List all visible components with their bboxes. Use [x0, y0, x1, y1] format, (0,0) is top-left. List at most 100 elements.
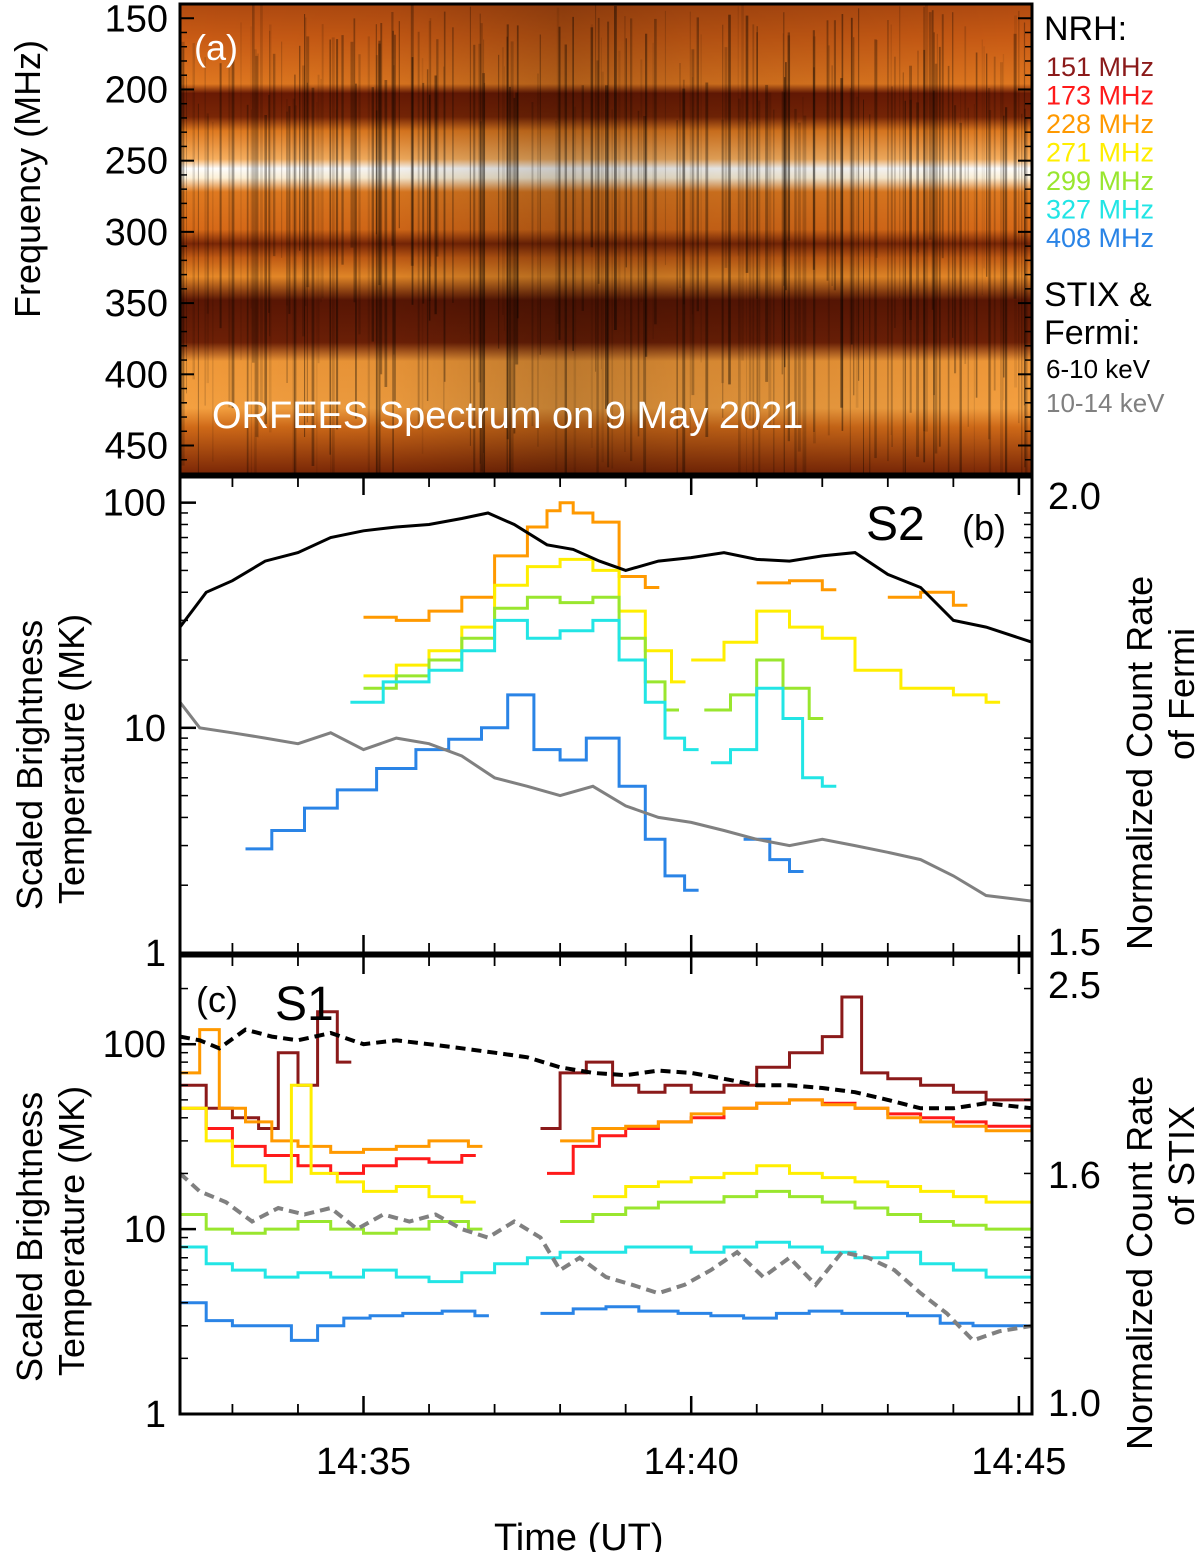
- legend-item-271-mhz: 271 MHz: [1046, 138, 1154, 168]
- panel-c-source-label: S1: [275, 978, 334, 1031]
- spectrogram-stripe: [375, 110, 378, 474]
- spectrogram-stripe: [601, 71, 604, 463]
- spectrogram-stripe: [752, 24, 755, 474]
- spectrogram-stripe: [746, 120, 747, 474]
- panel-b-series-408-mhz-segment: [743, 837, 804, 873]
- spectrogram-stripe: [826, 20, 829, 281]
- panel-a-frame: [178, 2, 1034, 476]
- panel-a-ytick-label: 250: [105, 141, 168, 183]
- spectrogram-stripe: [316, 102, 318, 474]
- spectrogram-stripe: [443, 11, 446, 382]
- panel-c-ytick-label: 1: [145, 1394, 166, 1436]
- spectrogram-stripe: [384, 80, 388, 387]
- spectrogram-stripe: [890, 24, 892, 435]
- spectrogram-stripe: [803, 115, 807, 474]
- spectrogram-stripe: [341, 35, 344, 265]
- panel-b-ylabel-2: Temperature (MK): [51, 614, 92, 904]
- spectrogram-stripe: [988, 110, 992, 474]
- panel-b-y2label-1: Normalized Count Rate: [1119, 576, 1160, 950]
- spectrogram-stripe: [411, 57, 414, 305]
- spectrogram-stripe: [831, 65, 833, 287]
- spectrogram-stripe: [231, 58, 235, 409]
- spectrogram-stripe: [320, 78, 322, 303]
- spectrogram-stripe: [756, 26, 758, 430]
- spectrogram-stripe: [812, 30, 815, 270]
- spectrogram-stripe: [250, 109, 252, 474]
- spectrogram-stripe: [581, 85, 584, 311]
- spectrogram-stripe: [904, 100, 906, 474]
- panel-c-y2tick-label: 2.5: [1048, 965, 1101, 1007]
- spectrogram-stripe: [813, 67, 815, 433]
- spectrogram-stripe: [643, 116, 647, 474]
- spectrogram-stripe: [827, 45, 830, 436]
- spectrogram-stripe: [1024, 108, 1026, 468]
- spectrogram-stripe: [304, 14, 306, 437]
- spectrogram-stripe: [833, 20, 836, 291]
- spectrogram-stripe: [358, 54, 361, 335]
- spectrogram-stripe: [429, 18, 432, 267]
- spectrogram-stripe: [355, 83, 357, 419]
- panel-b-series-6-10-kev-fermi-: [180, 511, 1032, 644]
- panel-c-series-10-14-kev-stix-: [180, 1171, 1032, 1343]
- panel-b-ytick-label: 1: [145, 933, 166, 975]
- spectrogram-stripe: [933, 32, 935, 396]
- spectrogram-stripe: [228, 63, 231, 408]
- spectrogram-stripe: [936, 33, 938, 300]
- spectrogram-stripe: [679, 63, 681, 289]
- spectrogram-stripe: [292, 98, 295, 474]
- spectrogram-stripe: [452, 27, 454, 303]
- spectrogram-stripe: [758, 100, 761, 474]
- spectrogram-stripe: [728, 14, 731, 385]
- spectrogram-stripe: [676, 120, 678, 474]
- panel-b-series-10-14-kev-fermi-: [180, 701, 1032, 903]
- spectrogram-stripe: [482, 73, 485, 474]
- panel-c-label: (c): [196, 979, 238, 1020]
- spectrogram-stripe: [933, 90, 935, 474]
- panel-b: 1 10 100 1.5 2.0 S2 (b) Scaled Brightness Te…: [9, 475, 1200, 975]
- spectrogram-stripe: [272, 53, 276, 257]
- panel-c-series-173-mhz: [180, 1106, 476, 1175]
- spectrogram-stripe: [182, 48, 184, 405]
- spectrogram-stripe: [600, 37, 602, 370]
- panel-b-series-327-mhz: [350, 618, 699, 752]
- spectrogram-stripe: [506, 36, 508, 474]
- spectrogram-stripe: [294, 74, 296, 474]
- panel-c-y2tick-label: 1.6: [1048, 1155, 1101, 1197]
- panel-b-series-228-mhz-segment: [756, 579, 837, 592]
- panel-c-series-228-mhz: [180, 1028, 483, 1154]
- panel-c-ytick-label: 100: [103, 1024, 166, 1066]
- panel-a-label: (a): [194, 27, 238, 68]
- spectrogram-stripe: [1013, 33, 1017, 299]
- spectrogram-stripe: [269, 30, 271, 337]
- spectrogram-stripe: [1024, 118, 1028, 474]
- spectrogram-stripe: [802, 96, 804, 474]
- spectrogram-stripe: [1023, 22, 1026, 406]
- spectrogram-stripe: [916, 102, 919, 457]
- panel-b-series: [180, 501, 1032, 903]
- spectrogram-stripe: [479, 121, 482, 474]
- spectrogram-stripe: [252, 5, 255, 363]
- spectrogram-stripe: [869, 114, 871, 474]
- panel-b-series-408-mhz: [245, 693, 699, 892]
- panel-b-y2tick-label: 1.5: [1048, 922, 1101, 964]
- spectrogram-texture: [181, 4, 1032, 474]
- spectrogram-stripe: [624, 16, 626, 452]
- panel-c-series-299-mhz-segment: [560, 1189, 1032, 1235]
- x-axis-label: Time (UT): [494, 1517, 664, 1552]
- spectrogram-stripe: [478, 43, 482, 383]
- spectrogram-stripe: [410, 4, 414, 266]
- legend-item-327-mhz: 327 MHz: [1046, 195, 1154, 225]
- spectrogram-stripe: [853, 37, 855, 396]
- spectrogram-stripe: [181, 41, 185, 466]
- spectrogram-stripe: [398, 21, 400, 229]
- spectrogram-stripe: [294, 105, 297, 474]
- spectrogram-stripe: [652, 42, 654, 340]
- spectrogram-stripe: [206, 116, 209, 384]
- panel-c-axes: 1 10 100 1.0 1.6 2.5 14:35 14:40 14:45: [103, 955, 1101, 1483]
- spectrogram-stripe: [863, 99, 864, 474]
- panel-c: 1 10 100 1.0 1.6 2.5 14:35 14:40 14:45 (c) S1 Sc…: [9, 954, 1200, 1552]
- panel-c-ylabel-2: Temperature (MK): [51, 1086, 92, 1376]
- spectrogram-stripe: [787, 32, 790, 442]
- panel-a-ytick-label: 200: [105, 69, 168, 111]
- spectrogram-stripe: [849, 88, 851, 474]
